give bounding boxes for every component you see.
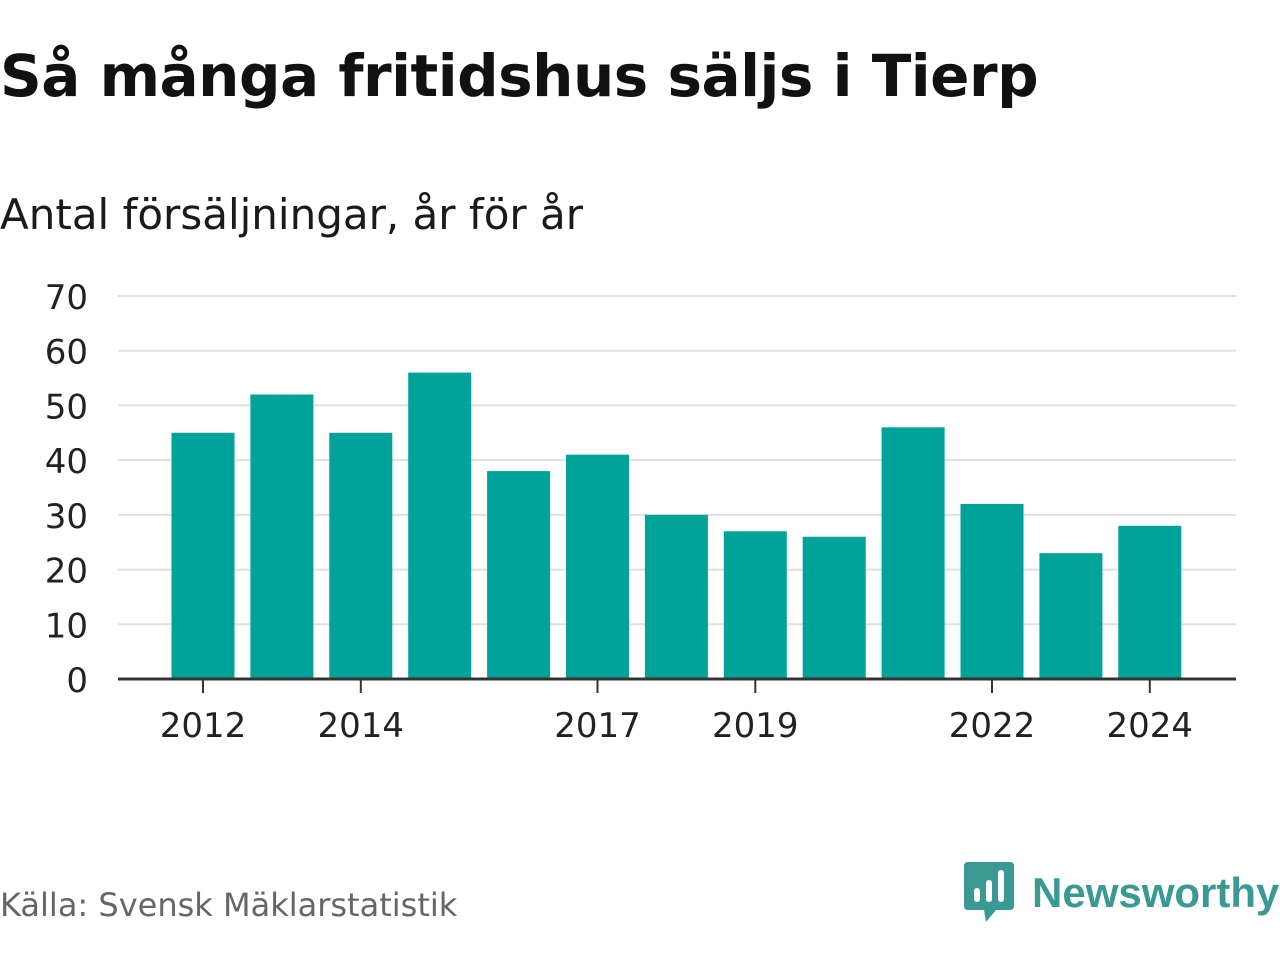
- x-tick-label: 2012: [160, 706, 247, 746]
- bar-2018: [644, 514, 708, 679]
- bar-2017: [566, 454, 629, 679]
- bars: [171, 372, 1182, 679]
- x-tick-label: 2022: [949, 706, 1036, 746]
- y-tick-label: 50: [45, 387, 88, 427]
- bar-2016: [487, 471, 551, 679]
- bar-2021: [881, 427, 945, 679]
- y-tick-label: 70: [45, 278, 88, 318]
- x-tick-label: 2024: [1107, 706, 1194, 746]
- bar-2023: [1039, 553, 1103, 679]
- bar-2015: [408, 372, 472, 679]
- brand-name: Newsworthy: [1032, 869, 1280, 916]
- x-tick-label: 2017: [554, 706, 641, 746]
- bar-2022: [960, 503, 1024, 679]
- bar-2019: [723, 531, 787, 679]
- bar-2024: [1118, 525, 1182, 679]
- x-tick-label: 2019: [712, 706, 799, 746]
- x-tick-label: 2014: [318, 706, 405, 746]
- chart-subtitle: Antal försäljningar, år för år: [0, 190, 584, 239]
- brand-logo: Newsworthy: [964, 862, 1279, 924]
- y-tick-label: 60: [45, 333, 88, 373]
- bar-2020: [802, 536, 866, 679]
- bar-2012: [171, 432, 235, 679]
- y-tick-label: 10: [45, 606, 88, 646]
- bar-chart: 0 10 20 30 40 50 60 70 2012 2014 2017 2019 2022 2024: [45, 278, 1236, 746]
- y-tick-label: 0: [66, 661, 88, 701]
- y-tick-label: 30: [45, 497, 88, 537]
- source-note: Källa: Svensk Mäklarstatistik: [0, 886, 458, 924]
- y-tick-label: 40: [45, 442, 88, 482]
- y-axis-ticks: 0 10 20 30 40 50 60 70: [45, 278, 88, 701]
- bar-2014: [329, 432, 393, 679]
- bar-2013: [250, 394, 314, 679]
- x-axis: 2012 2014 2017 2019 2022 2024: [118, 677, 1236, 746]
- y-tick-label: 20: [45, 552, 88, 592]
- chart-title: Så många fritidshus säljs i Tierp: [0, 42, 1039, 110]
- newsworthy-logo-icon: [964, 862, 1014, 922]
